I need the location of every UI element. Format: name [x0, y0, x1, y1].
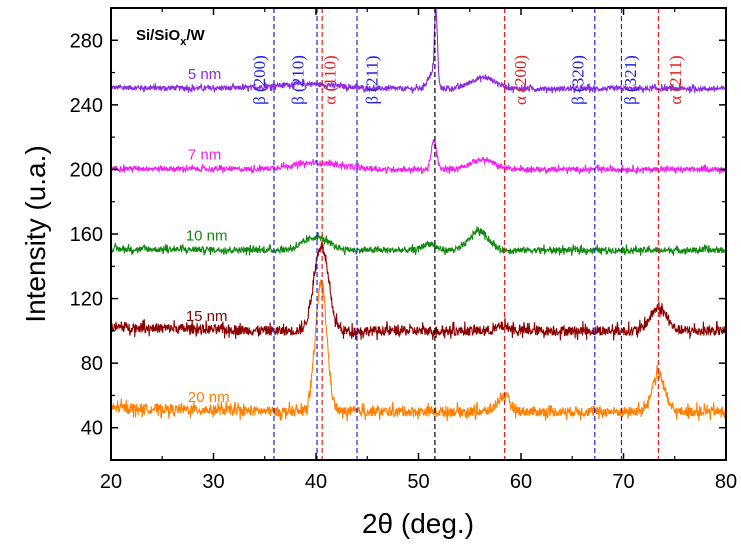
y-tick-label-2: 120: [70, 289, 103, 311]
sample-label-rest: /W: [186, 27, 205, 44]
x-tick-label-3: 50: [407, 471, 429, 493]
x-tick-label-6: 80: [715, 471, 737, 493]
x-axis-title: 2θ (deg.): [362, 508, 474, 539]
series-label-3: 15 nm: [186, 308, 228, 325]
series-line-1: [111, 139, 726, 176]
reference-line-label-2: α (110): [320, 55, 339, 104]
sample-label-sub: x: [180, 36, 187, 48]
x-tick-label-1: 30: [202, 471, 224, 493]
y-axis-title: Intensity (u.a.): [20, 145, 51, 322]
series-label-1: 7 nm: [188, 147, 221, 164]
series-line-2: [111, 226, 726, 256]
y-tick-label-5: 240: [70, 95, 103, 117]
reference-line-label-6: β (320): [569, 55, 588, 105]
axes: 20 30 40 50 60 70 80 40 80 120 160 200 240 280: [70, 8, 737, 493]
series-label-0: 5 nm: [188, 66, 221, 83]
y-tick-label-0: 40: [81, 418, 103, 440]
reference-line-label-7: β (321): [621, 55, 640, 105]
x-tick-label-5: 70: [612, 471, 634, 493]
series-label-2: 10 nm: [186, 227, 228, 244]
reference-line-label-3: β (211): [363, 55, 382, 104]
sample-label-base: Si/SiO: [136, 27, 181, 44]
reference-line-label-1: β (210): [289, 55, 308, 105]
series-line-3: [111, 241, 726, 341]
x-tick-label-4: 60: [510, 471, 532, 493]
y-tick-label-4: 200: [70, 159, 103, 181]
series-label-4: 20 nm: [188, 389, 230, 406]
y-tick-label-6: 280: [70, 30, 103, 52]
x-tick-label-0: 20: [100, 471, 122, 493]
reference-line-label-5: α (200): [511, 55, 530, 105]
sample-label: Si/SiOx/W: [136, 27, 205, 48]
y-tick-label-3: 160: [70, 224, 103, 246]
series-line-4: [111, 279, 726, 422]
x-tick-label-2: 40: [305, 471, 327, 493]
series-line-0: [111, 8, 726, 94]
plot-area: β (200) β (210) α (110) β (211) α (200) β (32…: [111, 8, 726, 460]
reference-line-label-8: α (211): [666, 55, 685, 104]
reference-line-label-0: β (200): [250, 55, 269, 105]
y-tick-label-1: 80: [81, 353, 103, 375]
